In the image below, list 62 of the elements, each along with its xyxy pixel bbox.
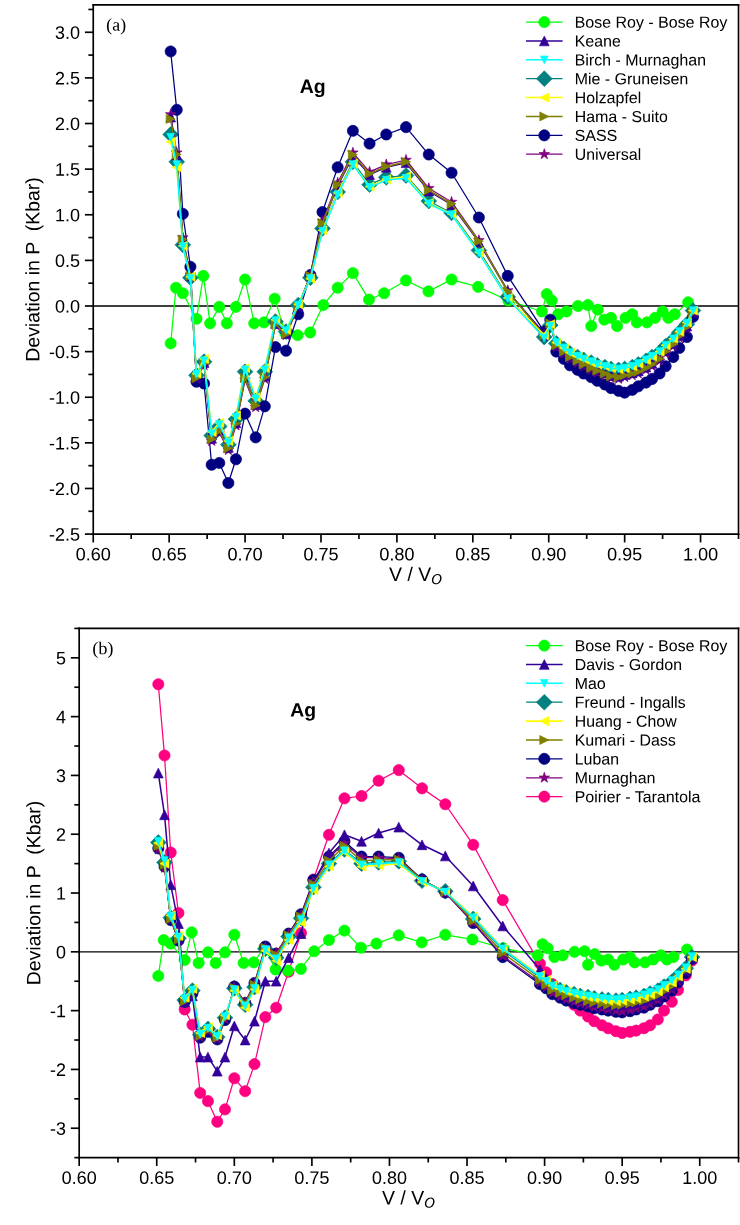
y-axis-title: Deviation in P (Kbar) (26, 802, 45, 984)
annotation: Ag (300, 79, 325, 98)
y-tick-label: 4 (56, 710, 66, 724)
y-tick-label: 2.5 (55, 71, 80, 85)
y-tick-label: -1.0 (49, 391, 80, 404)
y-tick-label: 0.5 (55, 254, 80, 268)
legend-label: Mao (575, 677, 606, 690)
y-tick-label: -2 (50, 1063, 66, 1076)
x-tick-label: 0.65 (139, 1171, 174, 1185)
y-tick-label: -2.0 (49, 482, 80, 496)
y-tick-label: 0 (56, 945, 66, 959)
y-tick-label: 2 (56, 828, 66, 841)
legend-label: Kumari - Dass (575, 734, 676, 746)
y-tick-label: 5 (56, 651, 66, 665)
annotation: (a) (106, 18, 126, 35)
x-tick-label: 0.70 (217, 1171, 252, 1185)
x-tick-label: 0.75 (295, 1171, 329, 1185)
x-tick-label: 0.70 (228, 547, 262, 561)
y-tick-label: 0.0 (55, 299, 80, 313)
x-tick-label: 1.00 (684, 547, 718, 561)
legend-label: Freund - Ingalls (575, 696, 686, 712)
y-tick-label: 2.0 (55, 117, 80, 131)
x-tick-label: 0.90 (531, 547, 566, 561)
x-tick-label: 0.95 (607, 547, 642, 561)
x-tick-label: 0.60 (62, 1171, 97, 1185)
legend-label: Luban (575, 752, 619, 765)
y-tick-label: -3 (50, 1122, 66, 1135)
y-tick-label: 1.5 (56, 163, 80, 176)
legend-label: Huang - Chow (575, 715, 677, 731)
y-tick-label: 1 (57, 887, 66, 900)
x-tick-label: 0.60 (76, 547, 111, 561)
legend-label: Keane (575, 35, 621, 47)
y-tick-label: -0.5 (49, 345, 80, 359)
legend-label: Murnaghan (575, 771, 655, 787)
x-tick-label: 0.95 (605, 1171, 639, 1185)
legend-label: Davis - Gordon (575, 658, 682, 671)
x-tick-label: 1.00 (683, 1171, 717, 1185)
annotation: Ag (290, 703, 315, 721)
y-axis-title: Deviation in P (Kbar) (25, 178, 44, 361)
y-tick-label: -1.5 (49, 436, 80, 450)
x-tick-label: 0.85 (450, 1171, 484, 1185)
legend-label: Hama - Suito (575, 110, 668, 123)
annotation: (b) (93, 641, 113, 659)
x-axis-title: V / V$_{O}$ (389, 566, 442, 585)
y-tick-label: 3.0 (55, 26, 80, 39)
y-tick-label: 3 (56, 769, 66, 783)
x-axis-title: V / V$_{O}$ (382, 1190, 435, 1208)
y-tick-label: 1.0 (56, 208, 80, 222)
legend-label: Mie - Gruneisen (575, 72, 688, 85)
legend-label: Bose Roy - Bose Roy (575, 640, 728, 655)
x-tick-label: 0.90 (527, 1171, 562, 1185)
x-tick-label: 0.80 (380, 547, 414, 561)
x-tick-label: 0.65 (152, 547, 186, 561)
legend-label: Poirier - Tarantola (575, 790, 701, 803)
y-tick-label: -1 (50, 1004, 66, 1018)
x-tick-label: 0.80 (372, 1171, 407, 1185)
x-tick-label: 0.75 (304, 547, 338, 561)
legend-label: Bose Roy - Bose Roy (575, 16, 728, 31)
legend-label: Holzapfel (575, 91, 641, 107)
legend-label: Birch - Murnaghan (575, 53, 706, 69)
x-tick-label: 0.85 (455, 547, 490, 561)
y-tick-label: -2.5 (49, 528, 80, 541)
